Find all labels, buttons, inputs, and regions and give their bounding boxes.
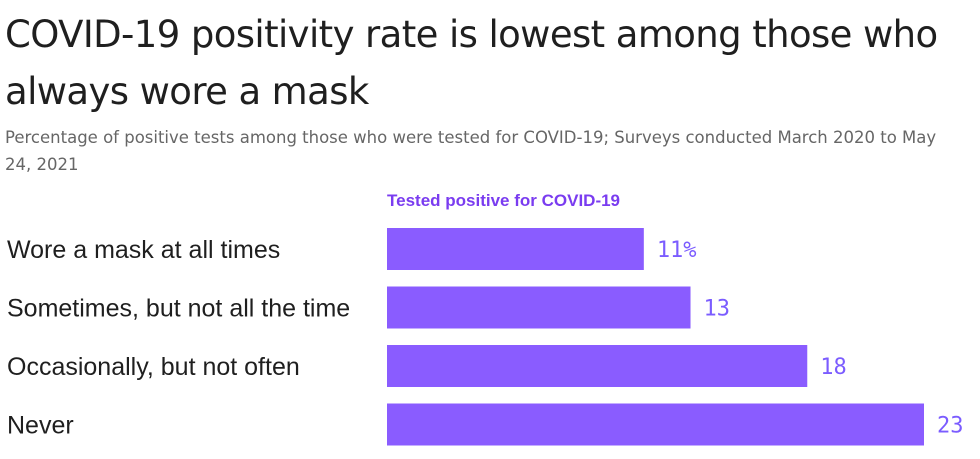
data-label: 23: [937, 414, 964, 439]
bars-group: Wore a mask at all times 11% Sometimes, bu…: [7, 228, 964, 446]
chart-subtitle: Percentage of positive tests among those…: [5, 128, 937, 174]
legend-label: Tested positive for COVID-19: [387, 191, 620, 210]
category-label: Never: [7, 412, 74, 440]
category-label: Wore a mask at all times: [7, 236, 280, 264]
bar: [387, 228, 644, 270]
data-label: 18: [820, 355, 847, 380]
bar: [387, 403, 924, 446]
category-label: Occasionally, but not often: [7, 353, 300, 381]
data-label: 11%: [657, 238, 697, 263]
category-label: Sometimes, but not all the time: [7, 295, 350, 323]
bar: [387, 286, 691, 329]
bar: [387, 345, 808, 387]
data-label: 13: [704, 297, 731, 322]
chart-title: COVID-19 positivity rate is lowest among…: [5, 13, 938, 113]
